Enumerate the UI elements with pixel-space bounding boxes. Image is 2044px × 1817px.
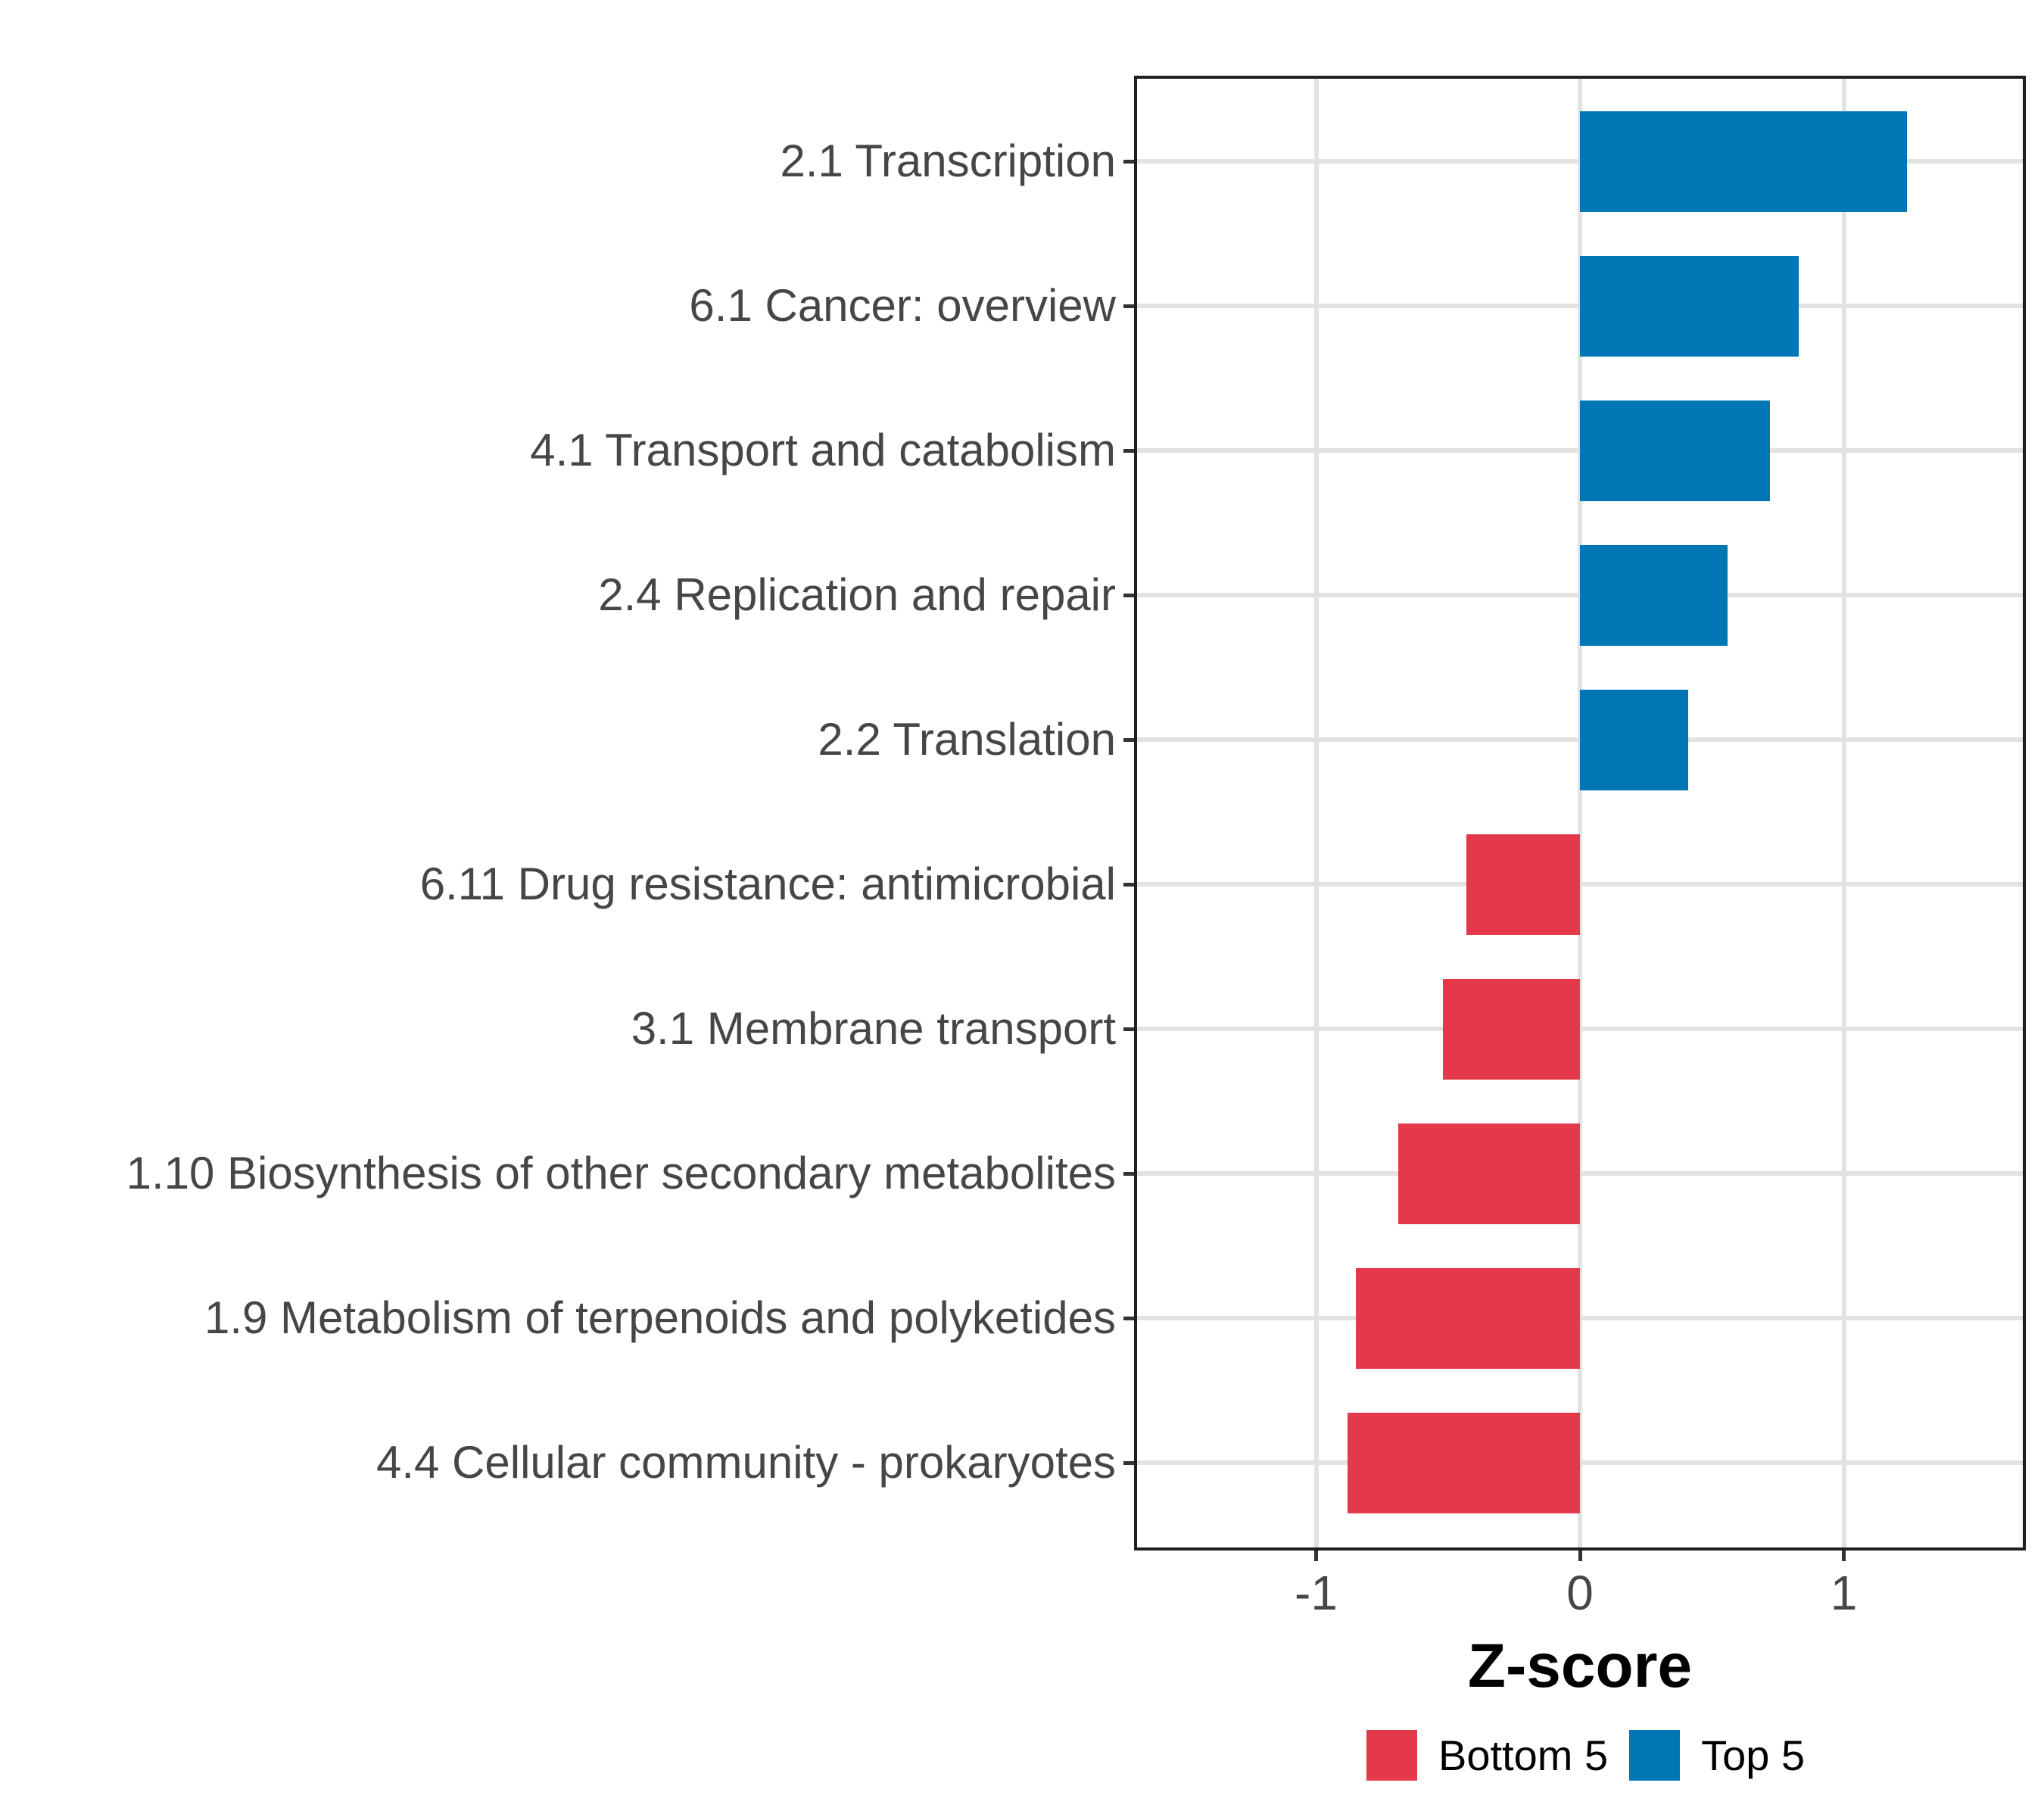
x-tick-0 [1578, 1551, 1582, 1561]
y-axis-label-3-1-membrane-transport: 3.1 Membrane transport [631, 1003, 1116, 1054]
bar-6-1-cancer-overview [1580, 255, 1799, 357]
gridline-y-4-4-cellular-community-prokaryotes [1137, 1460, 2023, 1465]
y-tick-6-11-drug-resistance-antimicrobial [1123, 882, 1134, 887]
y-tick-4-1-transport-and-catabolism [1123, 448, 1134, 453]
x-tick-1 [1842, 1551, 1846, 1561]
plot-panel [1134, 76, 2026, 1551]
y-axis-label-1-9-metabolism-of-terpenoids-and-polyketides: 1.9 Metabolism of terpenoids and polyket… [204, 1292, 1116, 1343]
y-tick-3-1-membrane-transport [1123, 1027, 1134, 1031]
y-tick-6-1-cancer-overview [1123, 304, 1134, 308]
y-tick-2-2-translation [1123, 737, 1134, 742]
legend-swatch-bottom-5 [1366, 1730, 1417, 1781]
x-tick-label-0: 0 [1566, 1566, 1594, 1620]
gridline-y-3-1-membrane-transport [1137, 1027, 2023, 1031]
legend-label-bottom-5: Bottom 5 [1438, 1731, 1609, 1779]
bar-1-10-biosynthesis-of-other-secondary-metabolites [1397, 1123, 1580, 1224]
x-tick--1 [1314, 1551, 1318, 1561]
gridline-x-0 [1578, 79, 1582, 1547]
y-axis-label-1-10-biosynthesis-of-other-secondary-metabolites: 1.10 Biosynthesis of other secondary met… [126, 1148, 1116, 1198]
x-tick-label-1: 1 [1830, 1566, 1858, 1620]
y-tick-1-10-biosynthesis-of-other-secondary-metabolites [1123, 1171, 1134, 1176]
bar-2-2-translation [1580, 689, 1688, 790]
y-tick-4-4-cellular-community-prokaryotes [1123, 1460, 1134, 1465]
bar-2-4-replication-and-repair [1580, 544, 1728, 646]
bar-3-1-membrane-transport [1442, 978, 1580, 1080]
gridline-y-1-10-biosynthesis-of-other-secondary-metabolites [1137, 1171, 2023, 1176]
y-tick-2-4-replication-and-repair [1123, 593, 1134, 597]
bar-4-4-cellular-community-prokaryotes [1348, 1412, 1580, 1513]
y-axis-label-6-11-drug-resistance-antimicrobial: 6.11 Drug resistance: antimicrobial [419, 859, 1116, 909]
legend: Bottom 5 Top 5 [1366, 1730, 1826, 1781]
gridline-x-1 [1841, 79, 1846, 1547]
y-axis-label-6-1-cancer-overview: 6.1 Cancer: overview [689, 280, 1116, 331]
legend-label-top-5: Top 5 [1701, 1731, 1806, 1779]
y-axis-label-2-2-translation: 2.2 Translation [818, 714, 1116, 765]
y-tick-1-9-metabolism-of-terpenoids-and-polyketides [1123, 1316, 1134, 1320]
y-axis-label-2-1-transcription: 2.1 Transcription [780, 136, 1116, 186]
y-tick-2-1-transcription [1123, 159, 1134, 164]
gridline-x--1 [1313, 79, 1319, 1547]
y-axis-label-4-4-cellular-community-prokaryotes: 4.4 Cellular community - prokaryotes [375, 1437, 1116, 1488]
bar-1-9-metabolism-of-terpenoids-and-polyketides [1355, 1267, 1580, 1369]
gridline-y-6-11-drug-resistance-antimicrobial [1137, 882, 2023, 887]
y-axis-label-2-4-replication-and-repair: 2.4 Replication and repair [598, 569, 1116, 620]
bar-2-1-transcription [1580, 111, 1908, 212]
y-axis-label-4-1-transport-and-catabolism: 4.1 Transport and catabolism [530, 425, 1116, 475]
x-axis-title: Z-score [1467, 1632, 1693, 1700]
gridline-y-1-9-metabolism-of-terpenoids-and-polyketides [1137, 1316, 2023, 1320]
legend-swatch-top-5 [1629, 1730, 1681, 1781]
bar-4-1-transport-and-catabolism [1580, 400, 1770, 501]
bar-6-11-drug-resistance-antimicrobial [1466, 834, 1580, 935]
x-tick-label--1: -1 [1295, 1566, 1338, 1620]
